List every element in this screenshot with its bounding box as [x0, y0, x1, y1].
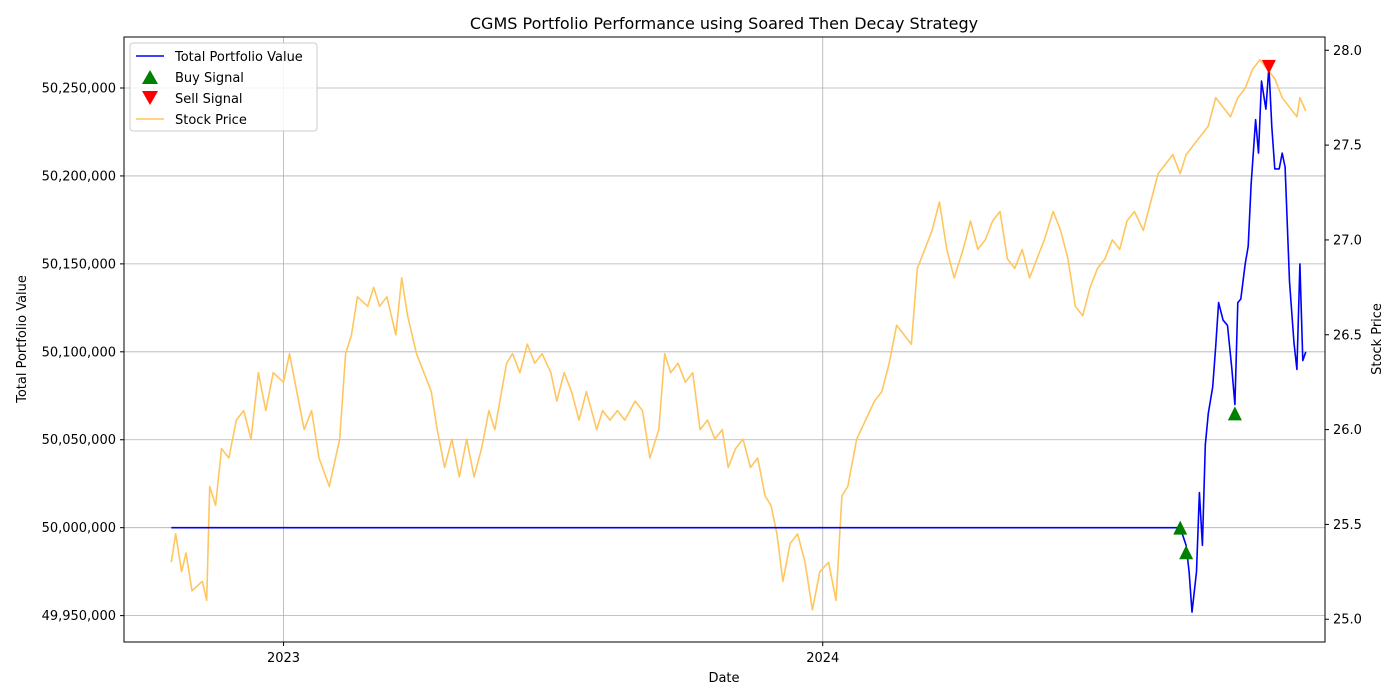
- stock-price-layer: [170, 58, 1307, 611]
- legend-sell-swatch: [142, 91, 158, 105]
- chart-title: CGMS Portfolio Performance using Soared …: [470, 14, 978, 33]
- buy-signal-marker: [1227, 406, 1242, 421]
- buy-signal-marker: [1179, 545, 1194, 560]
- y-right-tick-label: 28.0: [1333, 44, 1362, 59]
- x-tick-label: 2024: [806, 651, 839, 666]
- y-left-tick-label: 50,150,000: [42, 257, 116, 272]
- portfolio-value-layer: [171, 66, 1307, 613]
- y-left-tick-label: 50,000,000: [42, 521, 116, 536]
- y-left-tick-label: 50,100,000: [42, 345, 116, 360]
- y-left-tick-label: 50,050,000: [42, 433, 116, 448]
- legend-portfolio-label: Total Portfolio Value: [174, 50, 303, 65]
- y-right-tick-label: 25.5: [1333, 518, 1362, 533]
- y-right-tick-label: 25.0: [1333, 613, 1362, 628]
- buy-signal-marker: [1173, 520, 1188, 535]
- y-axis-right-label: Stock Price: [1370, 303, 1385, 375]
- legend-buy-swatch: [142, 70, 158, 84]
- y-left-tick-label: 50,250,000: [42, 82, 116, 97]
- y-axis-left-label: Total Portfolio Value: [15, 275, 30, 404]
- x-tick-label: 2023: [267, 651, 300, 666]
- x-axis-label: Date: [708, 671, 739, 686]
- legend-sell-label: Sell Signal: [175, 92, 243, 107]
- y-right-tick-label: 26.0: [1333, 423, 1362, 438]
- portfolio-value-line: [171, 66, 1307, 613]
- y-right-tick-label: 27.0: [1333, 233, 1362, 248]
- legend: Total Portfolio Value Buy Signal Sell Si…: [129, 42, 318, 132]
- right-axis: 25.0 25.5 26.0 26.5 27.0 27.5 28.0: [1325, 44, 1362, 628]
- legend-stock-label: Stock Price: [175, 113, 247, 128]
- left-axis: 49,950,000 50,000,000 50,050,000 50,100,000…: [42, 82, 124, 624]
- plot-frame: [123, 36, 1326, 643]
- y-right-tick-label: 26.5: [1333, 328, 1362, 343]
- y-left-tick-label: 49,950,000: [42, 609, 116, 624]
- y-left-tick-label: 50,200,000: [42, 169, 116, 184]
- legend-box: [129, 42, 318, 132]
- legend-buy-label: Buy Signal: [175, 71, 244, 86]
- y-right-tick-label: 27.5: [1333, 139, 1362, 154]
- stock-price-line: [170, 58, 1307, 611]
- x-axis: 2023 2024: [267, 642, 839, 666]
- sell-signal-marker: [1261, 59, 1276, 74]
- signals-layer: [1173, 59, 1276, 560]
